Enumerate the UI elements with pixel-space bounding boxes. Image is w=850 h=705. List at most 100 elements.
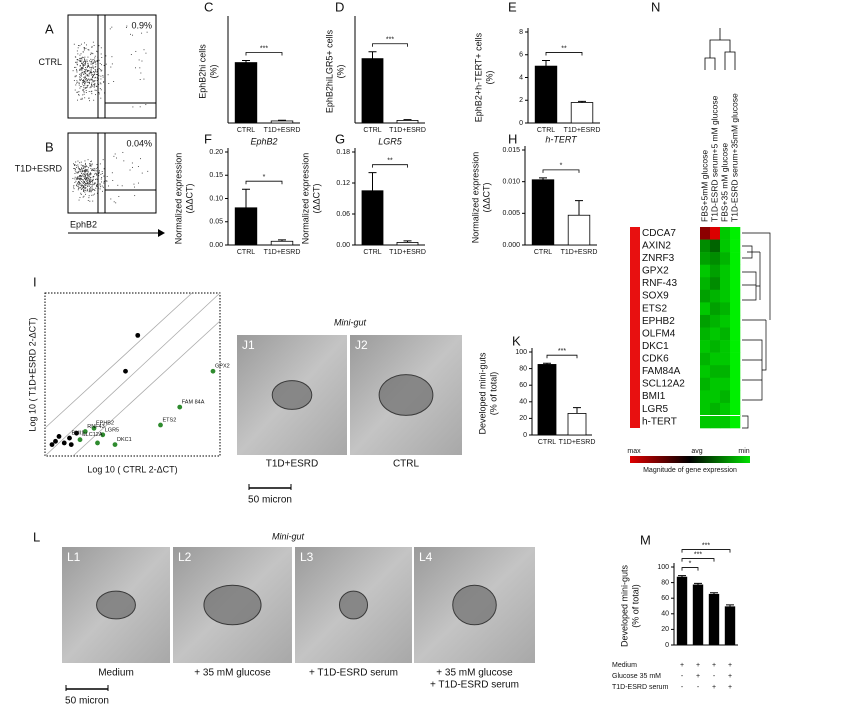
event-dot <box>82 188 84 190</box>
event-dot <box>85 67 86 69</box>
event-dot <box>91 170 93 172</box>
heatmap-cell <box>700 252 711 265</box>
event-dot <box>92 178 94 180</box>
event-dot <box>84 77 86 79</box>
event-dot <box>86 177 88 179</box>
event-dot <box>92 176 94 178</box>
error-bar <box>678 575 686 578</box>
event-dot <box>81 73 82 75</box>
reference-diagonal <box>44 292 193 429</box>
y-tick-label: 60 <box>661 595 669 602</box>
x-tick-label: CTRL <box>363 249 381 256</box>
event-dot <box>83 190 84 191</box>
event-dot <box>75 165 77 166</box>
bar <box>396 120 419 124</box>
error-bar <box>542 59 550 67</box>
event-dot <box>78 178 80 180</box>
event-dot <box>82 67 84 69</box>
event-dot <box>88 195 90 197</box>
event-dot <box>81 98 83 100</box>
event-dot <box>93 72 95 74</box>
event-dot <box>89 87 91 89</box>
event-dot <box>83 82 84 83</box>
event-dot <box>79 45 81 47</box>
event-dot <box>87 81 89 83</box>
gene-label: SCL12A2 <box>642 379 685 390</box>
y-tick-label: 0.12 <box>336 180 350 187</box>
flow-axis-label: EphB2 <box>70 219 97 229</box>
event-dot <box>90 191 92 193</box>
event-dot <box>95 60 97 62</box>
bar <box>570 102 594 124</box>
event-dot <box>83 86 85 88</box>
error-bar <box>694 582 702 585</box>
event-dot <box>100 97 102 99</box>
event-dot <box>77 182 79 184</box>
significance-stars: *** <box>702 542 710 549</box>
event-dot <box>145 52 147 54</box>
error-bar <box>575 200 583 216</box>
event-dot <box>91 84 93 86</box>
event-dot <box>85 178 87 180</box>
heatmap-cell <box>730 239 741 253</box>
event-dot <box>116 157 117 159</box>
event-dot <box>95 76 96 78</box>
heatmap-cell <box>730 264 741 278</box>
heatmap-cell <box>720 277 731 291</box>
event-dot <box>84 59 86 61</box>
chart-title: LGR5 <box>378 136 403 146</box>
event-dot <box>96 60 98 62</box>
event-dot <box>84 172 86 174</box>
event-dot <box>85 177 87 179</box>
plot-frame <box>44 292 221 457</box>
event-dot <box>75 66 77 68</box>
event-dot <box>85 87 86 89</box>
event-dot <box>78 187 79 189</box>
event-dot <box>85 179 86 181</box>
event-dot <box>87 172 89 174</box>
error-bar <box>368 172 377 191</box>
event-dot <box>100 89 102 91</box>
event-dot <box>78 69 80 71</box>
scatter-point <box>210 368 216 374</box>
event-dot <box>94 170 96 172</box>
gene-label: CDK6 <box>642 354 669 365</box>
event-dot <box>82 182 84 184</box>
event-dot <box>84 166 86 168</box>
event-dot <box>85 187 87 189</box>
significance-bracket <box>372 164 408 168</box>
scatter-point <box>67 435 72 441</box>
event-dot <box>122 151 124 153</box>
event-dot <box>83 170 85 172</box>
panel-letter: H <box>508 131 517 146</box>
event-dot <box>91 186 93 188</box>
event-dot <box>139 79 141 81</box>
event-dot <box>90 178 92 180</box>
event-dot <box>84 48 86 50</box>
event-dot <box>89 60 90 62</box>
event-dot <box>92 62 94 64</box>
y-tick-label: 100 <box>657 564 669 571</box>
error-bar <box>403 240 412 243</box>
event-dot <box>94 61 96 63</box>
event-dot <box>102 76 104 78</box>
heatmap-cell <box>710 377 721 391</box>
event-dot <box>73 163 74 165</box>
event-dot <box>100 83 102 85</box>
event-dot <box>78 184 80 186</box>
event-dot <box>80 161 82 163</box>
event-dot <box>87 176 89 178</box>
event-dot <box>94 66 96 68</box>
event-dot <box>77 189 79 191</box>
event-dot <box>89 181 91 183</box>
heatmap-cell <box>730 340 741 353</box>
event-dot <box>79 54 81 56</box>
event-dot <box>75 61 76 63</box>
significance-stars: * <box>560 163 563 170</box>
event-dot <box>82 79 84 81</box>
organoid <box>338 590 369 620</box>
panel-letter: I <box>33 274 37 289</box>
heatmap-cell <box>700 352 711 366</box>
heatmap-cell <box>730 377 741 391</box>
